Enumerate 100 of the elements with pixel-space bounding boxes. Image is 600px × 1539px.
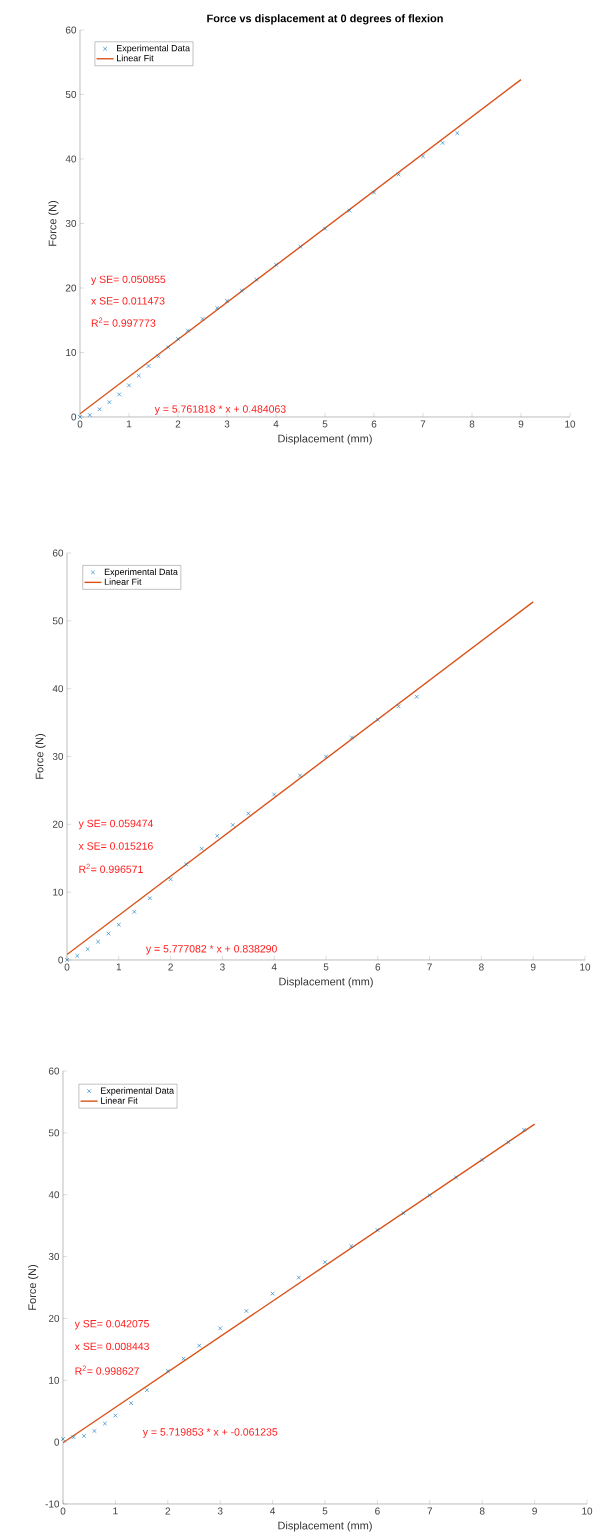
annotation: R$^{2}$= 0.997773 — [91, 317, 156, 327]
x-tick-label: 10 — [565, 420, 576, 428]
y-tick-label: 60 — [65, 26, 77, 34]
point — [168, 877, 173, 882]
y-tick-label: 30 — [65, 219, 77, 227]
point — [414, 694, 419, 699]
point — [521, 1127, 527, 1132]
point — [244, 1308, 249, 1314]
y-tick-label: 50 — [65, 90, 77, 98]
x-axis-title: Displacement (mm) — [279, 977, 373, 988]
point — [200, 316, 205, 322]
point — [215, 305, 220, 311]
y-tick-label: 50 — [52, 617, 64, 625]
x-tick-label: 6 — [375, 963, 381, 971]
point — [375, 717, 380, 722]
point — [239, 288, 244, 293]
point — [506, 1139, 511, 1145]
x-tick-label: 5 — [322, 420, 328, 428]
point — [81, 1433, 87, 1439]
y-tick-label: 0 — [71, 413, 77, 421]
y-tick-label: 10 — [66, 348, 77, 356]
point — [147, 896, 153, 901]
annotation: R$^{2}$= 0.998627 — [75, 1365, 139, 1375]
point — [254, 277, 259, 282]
x-tick-label: 8 — [479, 963, 484, 971]
x-tick-label: 1 — [113, 1507, 118, 1515]
x-tick-label: 6 — [371, 420, 377, 428]
chart-title: Force vs displacement at 0 degrees of flexion — [207, 14, 443, 25]
point — [453, 1175, 459, 1180]
y-axis-title: Force (N) — [48, 201, 59, 246]
x-tick-label: 3 — [220, 963, 225, 971]
x-axis-title: Displacement (mm) — [278, 1521, 372, 1532]
point — [197, 1343, 202, 1348]
point — [218, 1326, 223, 1331]
x-tick-label: 8 — [469, 420, 475, 428]
y-tick-label: 0 — [58, 956, 64, 964]
x-tick-label: 10 — [580, 963, 591, 971]
point — [166, 345, 171, 350]
x-tick-label: 9 — [530, 963, 536, 971]
legend-label: Linear Fit — [104, 578, 142, 585]
point — [71, 1435, 76, 1440]
point — [440, 140, 445, 145]
y-tick-label: 60 — [52, 549, 64, 557]
x-tick-label: 4 — [273, 420, 279, 428]
y-tick-label: 40 — [52, 685, 64, 693]
point — [298, 244, 303, 249]
point — [116, 922, 121, 927]
point — [156, 354, 161, 359]
x-tick-label: 2 — [175, 420, 181, 428]
x-tick-label: 2 — [165, 1507, 171, 1515]
point — [132, 909, 137, 914]
y-tick-label: 30 — [48, 1253, 60, 1261]
point — [401, 1211, 406, 1216]
x-tick-label: 4 — [271, 963, 277, 971]
point — [396, 704, 401, 709]
point — [322, 1259, 328, 1265]
y-tick-label: 60 — [48, 1067, 60, 1075]
annotation: x SE= 0.008443 — [74, 1342, 149, 1351]
point — [185, 328, 190, 333]
x-tick-label: 6 — [375, 1507, 380, 1515]
annotation: y SE= 0.059474 — [78, 819, 153, 830]
point — [480, 1157, 485, 1163]
legend-label: Experimental Data — [101, 1087, 175, 1096]
y-tick-label: 40 — [48, 1191, 60, 1199]
legend-label: Experimental Data — [104, 568, 178, 577]
y-tick-label: 20 — [48, 1314, 60, 1322]
x-tick-label: 8 — [479, 1507, 485, 1515]
point — [113, 1413, 118, 1418]
point — [455, 131, 460, 136]
x-tick-label: 10 — [582, 1507, 593, 1515]
point — [144, 1388, 149, 1393]
y-tick-label: 20 — [52, 820, 64, 828]
point — [175, 336, 181, 342]
x-tick-label: 7 — [427, 1507, 433, 1515]
x-tick-label: 0 — [77, 420, 83, 428]
point — [85, 947, 90, 952]
point — [184, 862, 189, 867]
point — [126, 383, 132, 388]
point — [75, 953, 80, 959]
point — [224, 298, 230, 304]
point — [296, 1275, 301, 1280]
annotation: y SE= 0.042075 — [74, 1319, 149, 1330]
point — [420, 154, 426, 159]
x-tick-label: 4 — [270, 1507, 276, 1515]
x-tick-label: 2 — [168, 963, 173, 971]
point — [349, 1243, 354, 1249]
point — [199, 846, 204, 851]
y-tick-label: 30 — [52, 752, 64, 761]
x-tick-label: 9 — [532, 1507, 537, 1515]
x-tick-label: 7 — [420, 420, 426, 428]
point — [427, 1193, 432, 1198]
x-axis-title: Displacement (mm) — [278, 434, 372, 445]
y-axis-title: Force (N) — [28, 1265, 39, 1310]
point — [273, 262, 279, 267]
point — [349, 735, 355, 740]
point — [246, 811, 251, 816]
point — [165, 1368, 170, 1374]
point — [146, 363, 151, 369]
y-tick-label: 20 — [65, 284, 77, 292]
point — [97, 407, 102, 412]
